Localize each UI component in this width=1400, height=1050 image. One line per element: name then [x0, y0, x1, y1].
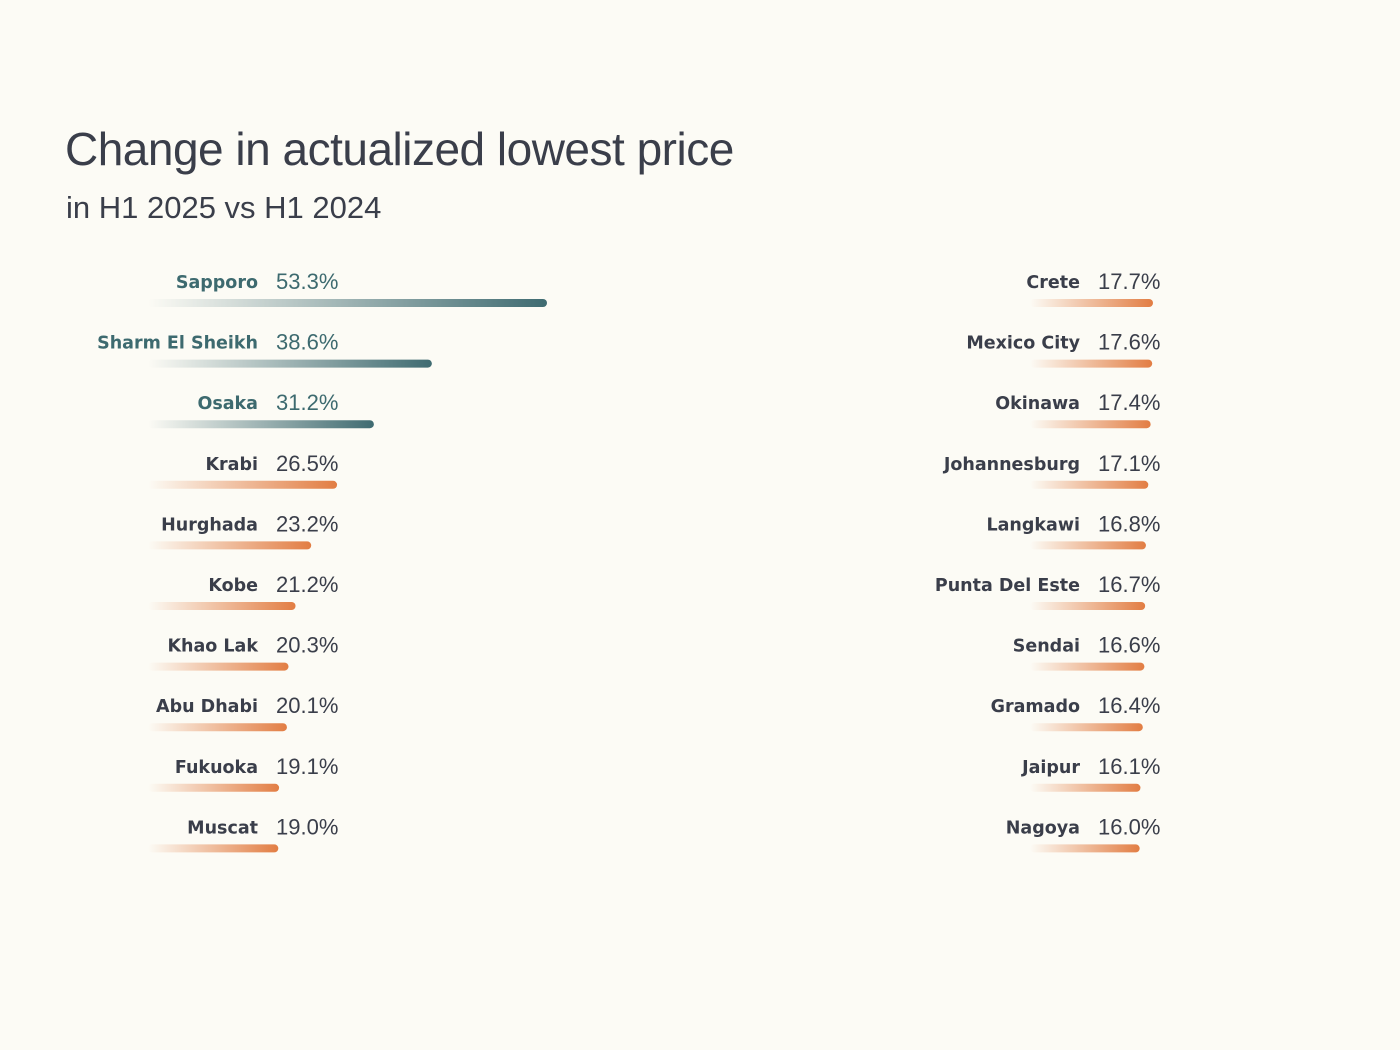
city-label-krabi: Krabi [205, 455, 258, 475]
bar-khao-lak [148, 662, 289, 671]
city-label-sharm-el-sheikh: Sharm El Sheikh [97, 334, 258, 354]
city-label-mexico-city: Mexico City [966, 334, 1080, 354]
value-label-fukuoka: 19.1% [276, 754, 338, 779]
bar-kobe [148, 602, 296, 610]
bar-row-hurghada: Hurghada 23.2% [148, 511, 338, 550]
bar-row-krabi: Krabi 26.5% [148, 451, 338, 489]
value-label-johannesburg: 17.1% [1098, 451, 1160, 476]
value-label-khao-lak: 20.3% [276, 633, 338, 658]
bar-row-punta-del-este: Punta Del Este 16.7% [935, 572, 1160, 610]
bar-jaipur [1030, 783, 1141, 792]
bar-row-muscat: Muscat 19.0% [148, 814, 338, 853]
bar-crete [1030, 299, 1153, 307]
chart-subtitle: in H1 2025 vs H1 2024 [66, 190, 382, 225]
bar-row-abu-dhabi: Abu Dhabi 20.1% [148, 693, 338, 732]
bar-okinawa [1030, 420, 1151, 429]
value-label-jaipur: 16.1% [1098, 754, 1160, 779]
value-label-sendai: 16.6% [1098, 633, 1160, 658]
bar-row-khao-lak: Khao Lak 20.3% [148, 633, 338, 671]
bar-fukuoka [148, 783, 280, 792]
bar-row-sapporo: Sapporo 53.3% [148, 269, 547, 307]
bar-row-jaipur: Jaipur 16.1% [1021, 754, 1160, 792]
value-label-muscat: 19.0% [276, 814, 338, 839]
value-label-okinawa: 17.4% [1098, 390, 1160, 415]
city-label-hurghada: Hurghada [161, 515, 258, 535]
right-column-bars: Crete 17.7% Mexico City 17.6% Okinawa 17.4% Jo… [935, 269, 1160, 853]
bar-row-sendai: Sendai 16.6% [1013, 633, 1160, 671]
bar-row-crete: Crete 17.7% [1026, 269, 1160, 307]
bar-row-nagoya: Nagoya 16.0% [1006, 814, 1160, 853]
bar-gramado [1030, 723, 1143, 732]
city-label-johannesburg: Johannesburg [943, 455, 1080, 475]
value-label-sapporo: 53.3% [276, 269, 338, 294]
city-label-punta-del-este: Punta Del Este [935, 576, 1080, 596]
city-label-muscat: Muscat [187, 818, 258, 838]
city-label-sapporo: Sapporo [176, 273, 258, 293]
bar-muscat [148, 844, 279, 853]
bar-nagoya [1030, 844, 1140, 853]
bar-row-osaka: Osaka 31.2% [148, 390, 374, 429]
value-label-nagoya: 16.0% [1098, 814, 1160, 839]
value-label-krabi: 26.5% [276, 451, 338, 476]
value-label-kobe: 21.2% [276, 572, 338, 597]
value-label-sharm-el-sheikh: 38.6% [276, 330, 338, 355]
bar-row-langkawi: Langkawi 16.8% [986, 511, 1160, 550]
left-column-bars: Sapporo 53.3% Sharm El Sheikh 38.6% Osaka 31.… [97, 269, 547, 853]
city-label-gramado: Gramado [991, 697, 1080, 717]
city-label-abu-dhabi: Abu Dhabi [156, 697, 258, 717]
bar-row-sharm-el-sheikh: Sharm El Sheikh 38.6% [97, 330, 432, 368]
value-label-crete: 17.7% [1098, 269, 1160, 294]
city-label-kobe: Kobe [208, 576, 258, 596]
bar-krabi [148, 480, 338, 489]
bar-osaka [148, 420, 374, 429]
bar-sharm-el-sheikh [148, 359, 432, 368]
bar-sendai [1030, 662, 1145, 671]
bar-abu-dhabi [148, 723, 287, 732]
city-label-fukuoka: Fukuoka [175, 758, 258, 778]
value-label-langkawi: 16.8% [1098, 511, 1160, 536]
bar-row-johannesburg: Johannesburg 17.1% [943, 451, 1160, 489]
bar-row-gramado: Gramado 16.4% [991, 693, 1160, 732]
bar-punta-del-este [1030, 602, 1146, 610]
chart-title: Change in actualized lowest price [65, 123, 734, 175]
value-label-osaka: 31.2% [276, 390, 338, 415]
value-label-hurghada: 23.2% [276, 511, 338, 536]
bar-sapporo [148, 299, 547, 307]
bar-row-fukuoka: Fukuoka 19.1% [148, 754, 338, 792]
bar-langkawi [1030, 541, 1146, 550]
city-label-sendai: Sendai [1013, 637, 1080, 657]
value-label-punta-del-este: 16.7% [1098, 572, 1160, 597]
bar-johannesburg [1030, 480, 1149, 489]
bar-hurghada [148, 541, 312, 550]
city-label-langkawi: Langkawi [986, 515, 1080, 535]
bar-row-mexico-city: Mexico City 17.6% [966, 330, 1160, 368]
value-label-gramado: 16.4% [1098, 693, 1160, 718]
city-label-osaka: Osaka [197, 394, 258, 414]
bar-row-kobe: Kobe 21.2% [148, 572, 338, 610]
bar-row-okinawa: Okinawa 17.4% [995, 390, 1160, 429]
value-label-abu-dhabi: 20.1% [276, 693, 338, 718]
value-label-mexico-city: 17.6% [1098, 330, 1160, 355]
city-label-khao-lak: Khao Lak [167, 637, 258, 657]
city-label-nagoya: Nagoya [1006, 818, 1080, 838]
city-label-crete: Crete [1026, 273, 1080, 293]
bar-mexico-city [1030, 359, 1153, 368]
city-label-okinawa: Okinawa [995, 394, 1080, 414]
city-label-jaipur: Jaipur [1021, 758, 1080, 778]
